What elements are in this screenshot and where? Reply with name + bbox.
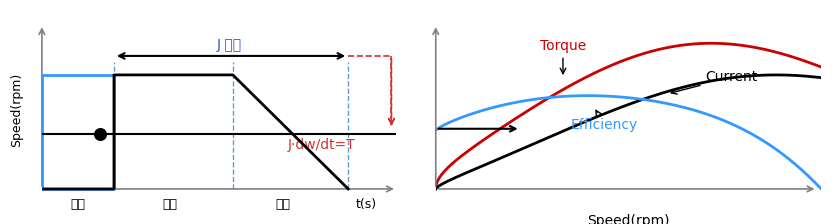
Text: 가속: 가속 xyxy=(70,198,85,211)
Point xyxy=(93,132,106,135)
Text: Current: Current xyxy=(671,70,758,94)
Text: J·dw/dt=T: J·dw/dt=T xyxy=(287,138,355,152)
Text: J 산정: J 산정 xyxy=(217,38,242,52)
Text: t(s): t(s) xyxy=(355,198,377,211)
Text: 감속: 감속 xyxy=(276,198,291,211)
Text: Torque: Torque xyxy=(540,39,586,74)
Text: Speed(rpm): Speed(rpm) xyxy=(587,213,670,224)
Text: 등속: 등속 xyxy=(163,198,178,211)
Text: Speed(rpm): Speed(rpm) xyxy=(10,73,23,147)
Text: Efficiency: Efficiency xyxy=(571,110,638,132)
